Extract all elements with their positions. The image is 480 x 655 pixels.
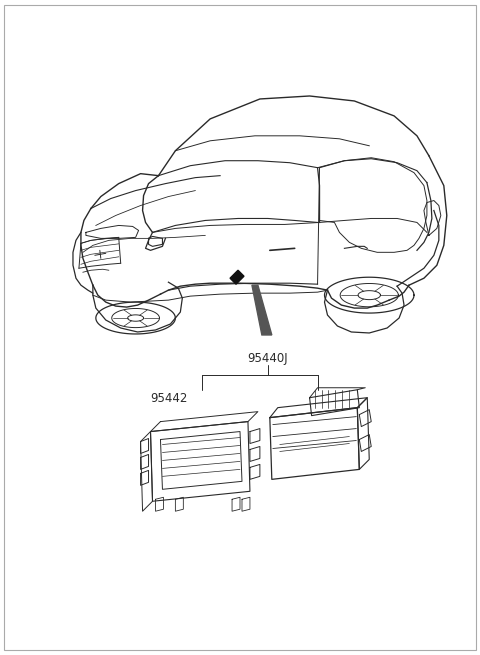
Polygon shape	[230, 271, 244, 284]
Polygon shape	[252, 285, 272, 335]
Text: 95440J: 95440J	[248, 352, 288, 365]
Text: 95442: 95442	[151, 392, 188, 405]
